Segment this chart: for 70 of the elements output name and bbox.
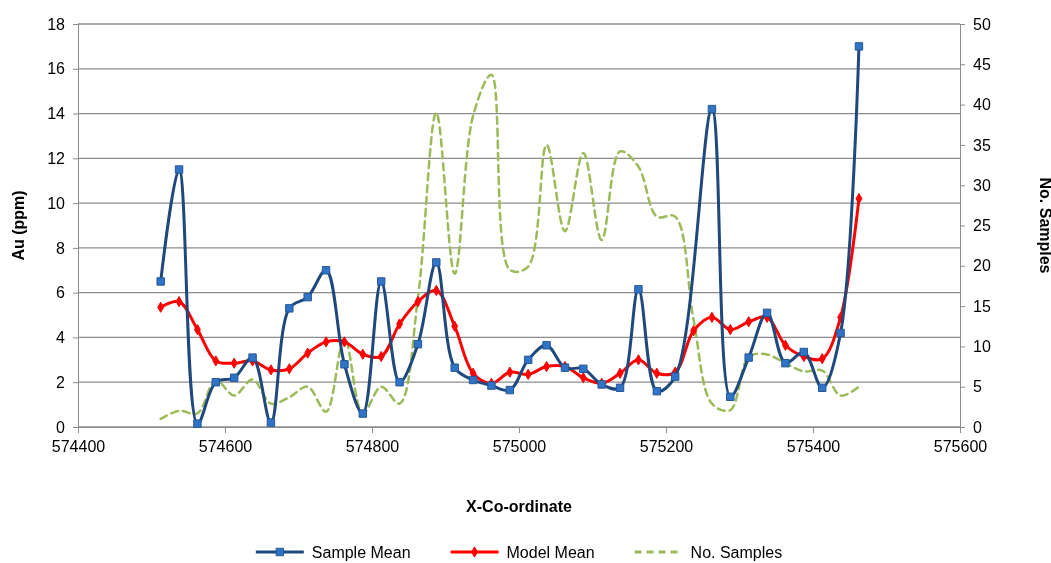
point [781,358,790,368]
point [652,386,662,396]
x-axis-title: X-Co-ordinate [466,498,572,515]
point [211,378,221,387]
point [248,353,257,362]
point [432,258,441,267]
y2-tick-label: 25 [973,217,991,235]
y2-tick-label: 15 [973,297,991,315]
point [340,360,349,369]
point [468,375,478,385]
point [836,328,845,338]
point [523,355,533,365]
y2-tick-label: 45 [973,55,991,73]
x-tick-label: 575400 [786,438,841,456]
y-tick-label: 12 [47,149,66,167]
x-tick-label: 574400 [51,438,106,456]
y2-tick-label: 0 [973,418,982,436]
point [854,42,864,51]
legend-label: No. Samples [690,544,783,561]
y-tick-label: 14 [47,105,66,123]
point [229,373,239,382]
point [487,381,496,390]
y2-tick-label: 20 [973,257,991,275]
point [303,292,312,302]
y-tick-label: 4 [56,329,66,347]
point [174,165,184,174]
point [634,285,643,294]
point [744,353,753,362]
point [321,266,331,275]
y-axis-title: Au (ppm) [10,190,27,261]
x-tick-label: 574600 [198,438,253,456]
point [799,347,809,357]
y2-tick-label: 40 [973,96,991,114]
y2-tick-label: 35 [973,136,991,154]
y2-tick-label: 30 [973,176,991,194]
point [450,363,459,372]
point [762,308,772,318]
point [817,383,827,393]
y2-tick-label: 50 [973,15,991,33]
point [285,304,294,313]
legend-label: Sample Mean [311,544,411,561]
y2-tick-label: 5 [973,378,982,396]
y-tick-label: 10 [47,194,66,212]
y2-axis-title: No. Samples [1037,177,1051,274]
point [615,383,625,393]
y-tick-label: 8 [56,239,66,257]
point [670,372,680,381]
point [376,277,386,286]
y2-tick-label: 10 [973,338,991,356]
point [542,341,551,350]
point [707,104,717,114]
y-tick-label: 18 [47,15,66,33]
point [413,339,423,349]
point [266,418,276,427]
point [579,364,588,373]
y-tick-label: 16 [47,60,66,78]
x-tick-label: 574800 [345,438,400,456]
y-tick-label: 0 [56,418,66,436]
x-tick-label: 575600 [933,438,988,456]
y-tick-label: 2 [56,373,66,391]
point [193,419,202,428]
y-tick-label: 6 [56,284,66,302]
point [505,385,515,395]
point [395,378,404,387]
point [358,409,368,418]
x-tick-label: 575000 [492,438,547,456]
point [156,277,165,286]
x-tick-label: 575200 [639,438,694,456]
legend-label: Model Mean [506,544,595,561]
point [726,392,735,401]
